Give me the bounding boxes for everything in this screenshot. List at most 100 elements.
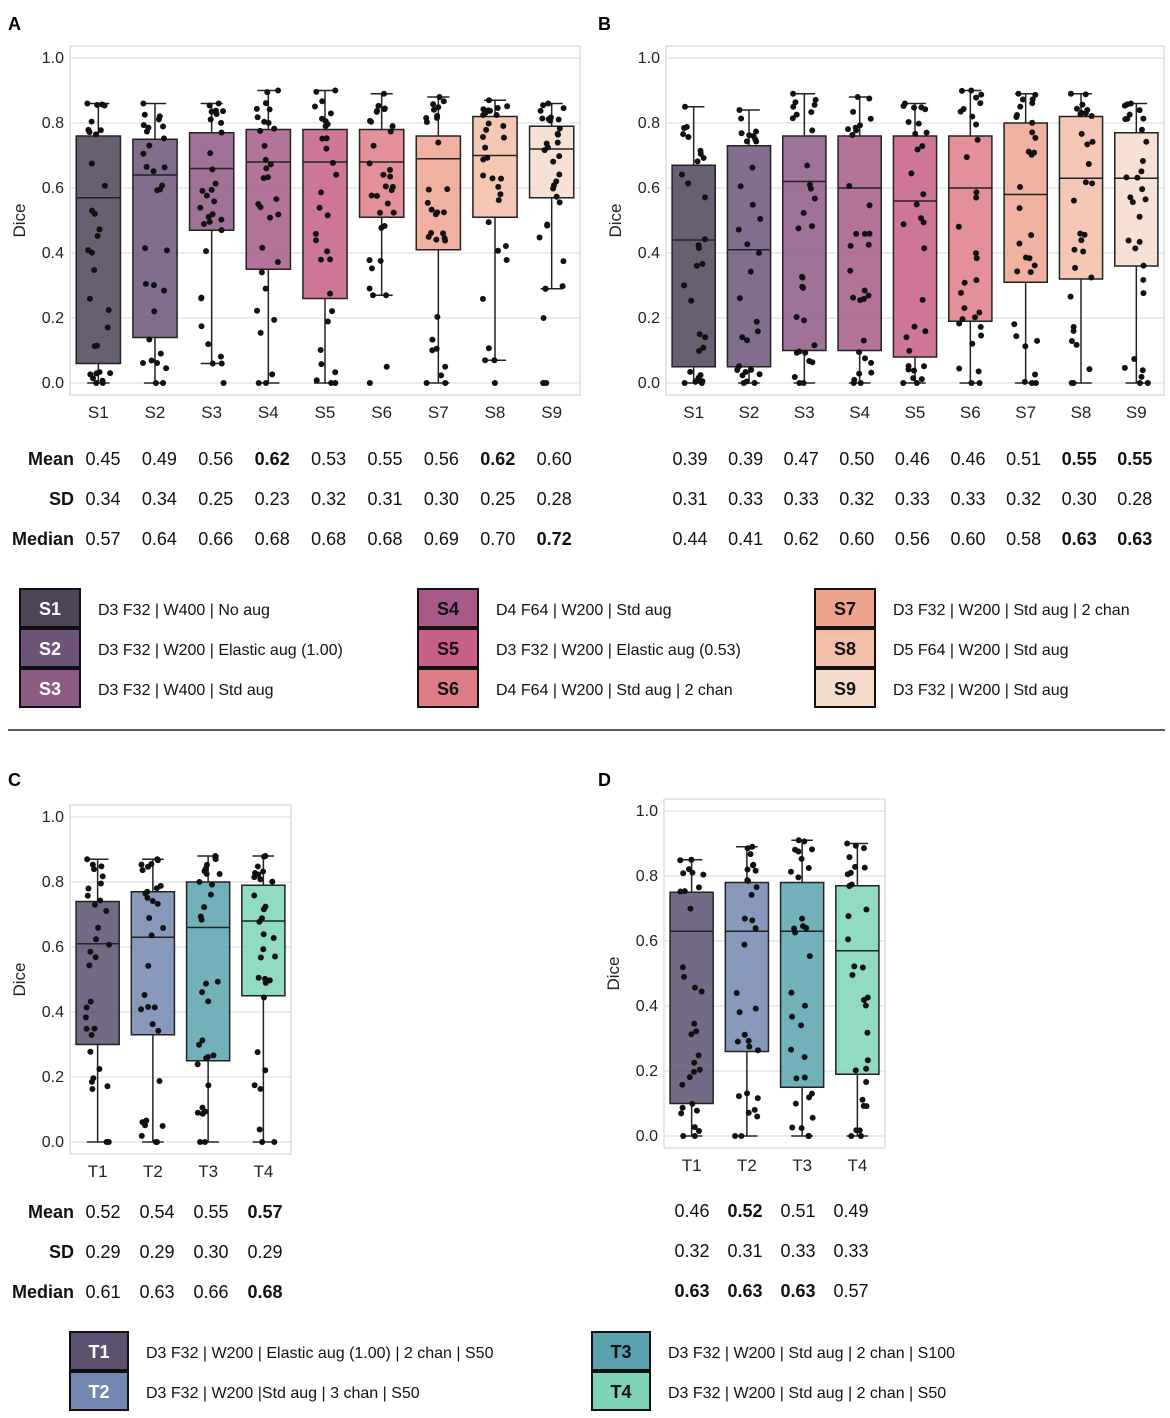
data-point xyxy=(87,948,94,955)
stat-mean-value: 0.60 xyxy=(537,449,572,469)
legend-swatch xyxy=(19,588,81,628)
data-point xyxy=(1034,337,1041,344)
data-point xyxy=(556,171,563,178)
box-s1 xyxy=(671,103,716,386)
data-point xyxy=(868,359,875,366)
data-point xyxy=(93,936,100,943)
data-point xyxy=(95,924,102,931)
legend-swatch xyxy=(69,1371,129,1411)
y-axis-title: Dice xyxy=(606,203,625,237)
data-point xyxy=(387,128,394,135)
data-point xyxy=(866,95,873,102)
data-point xyxy=(146,336,153,343)
data-point xyxy=(149,897,156,904)
data-point xyxy=(324,248,331,255)
data-point xyxy=(199,989,206,996)
stat-mean-value: 0.51 xyxy=(1006,449,1041,469)
data-point xyxy=(329,308,336,315)
stat-mean-value: 0.54 xyxy=(139,1202,174,1222)
data-point xyxy=(748,366,755,373)
stat-median-value: 0.66 xyxy=(193,1282,228,1302)
data-point xyxy=(853,230,860,237)
data-point xyxy=(862,1002,869,1009)
data-point xyxy=(795,225,802,232)
stat-sd-value: 0.32 xyxy=(1006,489,1041,509)
stat-mean-value: 0.55 xyxy=(367,449,402,469)
data-point xyxy=(387,173,394,180)
data-point xyxy=(754,1095,761,1102)
data-point xyxy=(844,126,851,133)
data-point xyxy=(423,380,430,386)
data-point xyxy=(93,380,100,386)
data-point xyxy=(271,316,278,323)
data-point xyxy=(1132,245,1139,252)
data-point xyxy=(91,901,98,908)
stat-name-mean: Mean xyxy=(28,1202,74,1222)
data-point xyxy=(789,1013,796,1020)
data-point xyxy=(742,369,749,376)
data-point xyxy=(262,285,269,292)
data-point xyxy=(263,165,270,172)
box-s6 xyxy=(358,90,405,386)
category-label-s3: S3 xyxy=(201,403,222,422)
data-point xyxy=(94,233,101,240)
category-label-t1: T1 xyxy=(682,1156,702,1175)
data-point xyxy=(808,109,815,116)
data-point xyxy=(751,380,758,386)
y-tick-label: 0.8 xyxy=(636,868,658,885)
data-point xyxy=(312,230,319,237)
category-label-s9: S9 xyxy=(1126,403,1147,422)
stat-median-value: 0.68 xyxy=(255,529,290,549)
legend-swatch xyxy=(814,668,876,708)
legend-code: T3 xyxy=(610,1342,631,1362)
data-point xyxy=(388,187,395,194)
data-point xyxy=(847,242,854,249)
data-point xyxy=(88,160,95,167)
data-point xyxy=(145,1004,152,1011)
data-point xyxy=(440,98,447,105)
data-point xyxy=(1019,96,1026,103)
legend-swatch xyxy=(19,668,81,708)
data-point xyxy=(84,892,91,899)
data-point xyxy=(485,219,492,226)
legend-swatch xyxy=(814,588,876,628)
data-point xyxy=(977,100,984,107)
data-point xyxy=(202,865,209,872)
stat-name-sd: SD xyxy=(49,489,74,509)
panel-letter-d: D xyxy=(598,770,611,790)
category-label-s5: S5 xyxy=(315,403,336,422)
data-point xyxy=(749,843,756,850)
stat-sd-value: 0.23 xyxy=(255,489,290,509)
data-point xyxy=(739,334,746,341)
data-point xyxy=(497,191,504,198)
data-point xyxy=(859,1096,866,1103)
data-point xyxy=(99,873,106,880)
data-point xyxy=(146,142,153,149)
data-point xyxy=(1121,364,1128,371)
data-point xyxy=(497,175,504,182)
data-point xyxy=(213,111,220,118)
data-point xyxy=(107,370,114,377)
data-point xyxy=(491,380,498,386)
data-point xyxy=(271,125,278,132)
data-point xyxy=(864,1029,871,1036)
data-point xyxy=(920,191,927,198)
legend-description: D3 F32 | W200 | Std aug | 2 chan | S50 xyxy=(668,1385,946,1402)
data-point xyxy=(160,135,167,142)
data-point xyxy=(689,869,696,876)
data-point xyxy=(545,100,552,107)
legend-code: S1 xyxy=(39,599,61,619)
category-label-t3: T3 xyxy=(198,1162,218,1181)
data-point xyxy=(97,880,104,887)
data-point xyxy=(159,1122,166,1129)
data-point xyxy=(144,888,151,895)
data-point xyxy=(87,1048,94,1055)
data-point xyxy=(559,283,566,290)
data-point xyxy=(857,1133,864,1139)
legend-description: D4 F64 | W200 | Std aug xyxy=(496,602,672,619)
data-point xyxy=(377,209,384,216)
data-point xyxy=(681,103,688,110)
data-point xyxy=(740,380,747,386)
data-point xyxy=(91,343,98,350)
